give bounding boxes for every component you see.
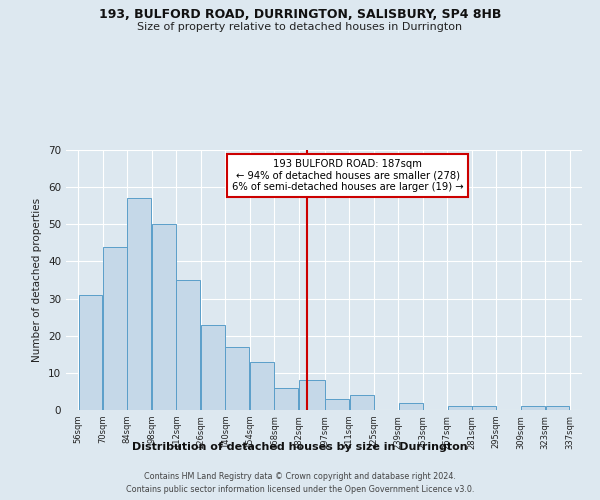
Bar [250, 362, 274, 410]
Bar [103, 246, 127, 410]
Text: 193, BULFORD ROAD, DURRINGTON, SALISBURY, SP4 8HB: 193, BULFORD ROAD, DURRINGTON, SALISBURY… [99, 8, 501, 20]
Text: Size of property relative to detached houses in Durrington: Size of property relative to detached ho… [137, 22, 463, 32]
Bar [350, 395, 374, 410]
Text: 193 BULFORD ROAD: 187sqm
← 94% of detached houses are smaller (278)
6% of semi-d: 193 BULFORD ROAD: 187sqm ← 94% of detach… [232, 160, 463, 192]
Bar [325, 399, 349, 410]
Text: Contains public sector information licensed under the Open Government Licence v3: Contains public sector information licen… [126, 484, 474, 494]
Bar [201, 324, 225, 410]
Y-axis label: Number of detached properties: Number of detached properties [32, 198, 43, 362]
Bar [152, 224, 176, 410]
Bar [127, 198, 151, 410]
Bar [226, 347, 250, 410]
Bar [79, 295, 103, 410]
Text: Contains HM Land Registry data © Crown copyright and database right 2024.: Contains HM Land Registry data © Crown c… [144, 472, 456, 481]
Bar [521, 406, 545, 410]
Bar [545, 406, 569, 410]
Bar [472, 406, 496, 410]
Bar [274, 388, 298, 410]
Bar [398, 402, 422, 410]
Bar [176, 280, 200, 410]
Bar [299, 380, 325, 410]
Bar [448, 406, 472, 410]
Text: Distribution of detached houses by size in Durrington: Distribution of detached houses by size … [132, 442, 468, 452]
